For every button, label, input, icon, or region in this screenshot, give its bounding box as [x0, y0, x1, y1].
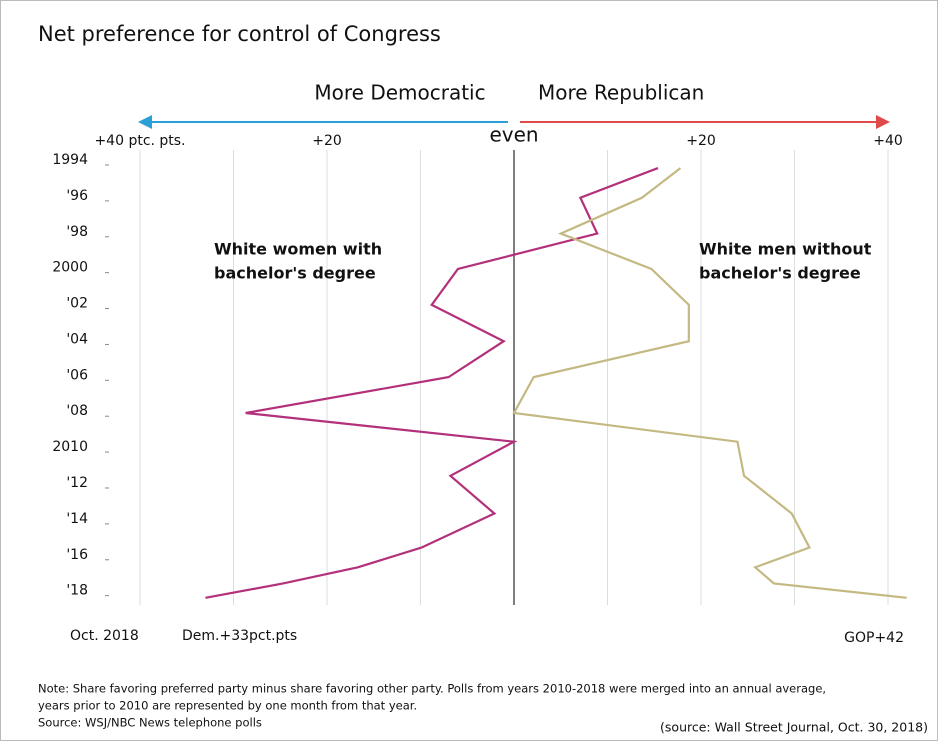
- series-label: bachelor's degree: [214, 264, 376, 283]
- arrowhead: [138, 115, 152, 129]
- source: (source: Wall Street Journal, Oct. 30, 2…: [660, 720, 928, 735]
- series-line: [512, 167, 907, 599]
- x-tick-label: +40 ptc. pts.: [94, 133, 185, 149]
- note: years prior to 2010 are represented by o…: [38, 699, 417, 713]
- arrowhead: [876, 115, 890, 129]
- y-tick-label: '06: [66, 367, 88, 383]
- y-tick-label: 1994: [52, 152, 88, 168]
- series-label: White men without: [699, 240, 872, 259]
- y-tick-label: '12: [66, 475, 88, 491]
- y-tick-label: 2000: [52, 260, 88, 276]
- bottom-label: GOP+42: [844, 630, 904, 646]
- bottom-label: Oct. 2018: [70, 628, 139, 644]
- y-tick-label: '14: [66, 511, 88, 527]
- chart-title: Net preference for control of Congress: [38, 22, 441, 46]
- x-tick-label: +20: [312, 133, 342, 149]
- y-tick-label: 2010: [52, 439, 88, 455]
- note: Source: WSJ/NBC News telephone polls: [38, 716, 262, 730]
- x-tick-label: +20: [686, 133, 716, 149]
- y-tick-label: '96: [66, 188, 88, 204]
- direction-label: More Republican: [538, 81, 704, 105]
- series-label: bachelor's degree: [699, 264, 861, 283]
- bottom-label: Dem.+33pct.pts: [182, 628, 297, 644]
- x-tick-label: even: [489, 123, 538, 147]
- note: Note: Share favoring preferred party min…: [38, 682, 826, 696]
- y-tick-label: '08: [66, 403, 88, 419]
- y-tick-label: '98: [66, 224, 88, 240]
- y-tick-label: '16: [66, 547, 88, 563]
- series-line: [205, 167, 659, 599]
- direction-label: More Democratic: [314, 81, 485, 105]
- y-tick-label: '18: [66, 583, 88, 599]
- series-label: White women with: [214, 240, 382, 259]
- x-tick-label: +40: [873, 133, 903, 149]
- y-tick-label: '02: [66, 296, 88, 312]
- y-tick-label: '04: [66, 331, 88, 347]
